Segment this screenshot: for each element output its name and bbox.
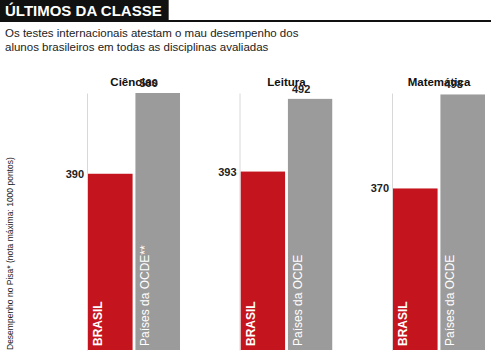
category-label: BRASIL — [396, 301, 410, 346]
category-label: BRASIL — [244, 301, 258, 346]
bar — [393, 188, 438, 350]
chart: ÚLTIMOS DA CLASSE Os testes internacionai… — [0, 0, 491, 354]
data-label: 393 — [218, 166, 236, 178]
bar — [241, 172, 286, 350]
category-label: BRASIL — [91, 301, 105, 346]
bar — [440, 94, 485, 350]
data-label: 492 — [292, 83, 310, 95]
title: ÚLTIMOS DA CLASSE — [5, 2, 162, 19]
panel: MatemáticaBRASILPaíses da OCDE370498 — [371, 76, 485, 351]
title-rule — [0, 20, 491, 22]
data-label: 370 — [371, 182, 389, 194]
y-label: Desempenho no Pisa* (nota máxima: 1000 p… — [5, 157, 15, 350]
y-axis — [240, 94, 241, 351]
bars — [393, 94, 485, 350]
category-label: Países da OCDE — [291, 255, 305, 346]
bar — [135, 93, 180, 350]
title-box — [0, 0, 169, 21]
bars — [88, 93, 180, 350]
subtitle-line: alunos brasileiros em todas as disciplin… — [5, 41, 269, 53]
y-axis — [87, 94, 88, 351]
category-label: Países da OCDE** — [138, 245, 152, 346]
axis-line — [392, 94, 393, 351]
axis-line — [87, 94, 88, 351]
axis-line — [240, 94, 241, 351]
bar — [88, 174, 133, 350]
panel-title: Ciências — [110, 76, 157, 88]
bars — [241, 99, 333, 350]
bar — [288, 99, 333, 350]
y-axis — [392, 94, 393, 351]
category-label: Países da OCDE — [443, 255, 457, 346]
data-label: 500 — [139, 77, 157, 89]
data-label: 498 — [444, 78, 462, 90]
data-label: 390 — [66, 168, 84, 180]
subtitle: Os testes internacionais atestam o mau d… — [5, 27, 299, 53]
panel: LeituraBRASILPaíses da OCDE393492 — [218, 76, 332, 351]
panel: Ciências BRASIL Países da OCDE** 390 500 — [66, 76, 180, 351]
subtitle-line: Os testes internacionais atestam o mau d… — [5, 27, 299, 39]
